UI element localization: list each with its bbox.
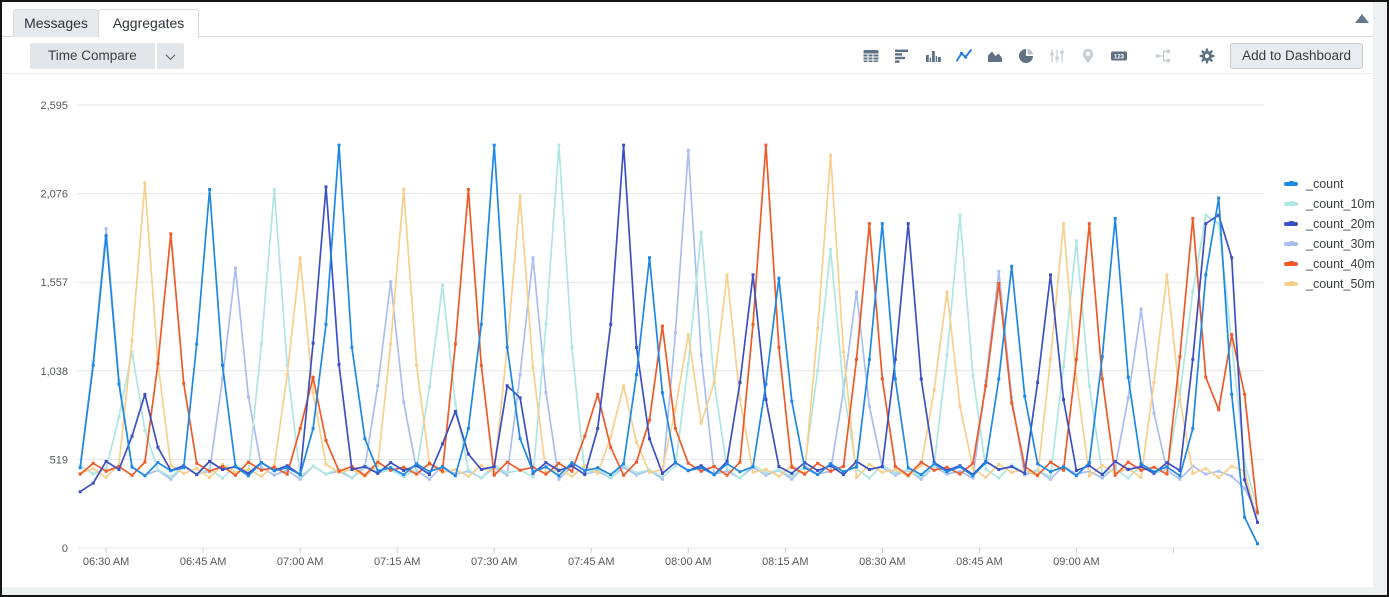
legend-label: _count	[1306, 177, 1344, 191]
legend-swatch	[1284, 241, 1298, 246]
tab-messages-label: Messages	[24, 15, 88, 31]
legend-item-_count_30m[interactable]: _count_30m	[1284, 234, 1375, 254]
legend-swatch	[1284, 181, 1298, 186]
chart-type-icon-row: 123 Add to Dashboard	[849, 42, 1363, 70]
legend-label: _count_50m	[1306, 277, 1375, 291]
tab-aggregates[interactable]: Aggregates	[98, 9, 199, 38]
table-icon[interactable]	[862, 47, 880, 65]
y-tick-label: 0	[62, 543, 68, 555]
svg-text:123: 123	[1114, 55, 1125, 61]
x-tick-label: 08:30 AM	[859, 556, 905, 568]
legend-item-_count_40m[interactable]: _count_40m	[1284, 254, 1375, 274]
flow-diagram-icon	[1154, 47, 1172, 65]
x-tick-label: 07:30 AM	[471, 556, 517, 568]
legend-swatch	[1284, 201, 1298, 206]
chevron-down-icon	[165, 49, 176, 60]
series-markers-_count	[78, 143, 1260, 546]
tab-aggregates-label: Aggregates	[112, 15, 185, 31]
sliders-icon	[1048, 47, 1066, 65]
chart-legend: _count _count_10m _count_20m _count_30m _cou…	[1284, 174, 1375, 294]
legend-item-_count_20m[interactable]: _count_20m	[1284, 214, 1375, 234]
series-line-_count_10m	[79, 144, 1259, 510]
legend-swatch	[1284, 261, 1298, 266]
x-tick-label: 08:15 AM	[762, 556, 808, 568]
legend-item-_count_10m[interactable]: _count_10m	[1284, 194, 1375, 214]
series-markers-_count_40m	[78, 143, 1260, 514]
results-panel: Messages Aggregates Time Compare 123 Add …	[2, 2, 1375, 587]
legend-label: _count_40m	[1306, 257, 1375, 271]
y-tick-label: 1,557	[40, 277, 68, 289]
y-tick-label: 2,595	[40, 100, 68, 112]
series-markers-_count_10m	[78, 143, 1260, 511]
time-compare-label: Time Compare	[30, 43, 155, 69]
legend-item-_count_50m[interactable]: _count_50m	[1284, 274, 1375, 294]
x-tick-label: 07:45 AM	[568, 556, 614, 568]
legend-label: _count_30m	[1306, 237, 1375, 251]
x-tick-label: 07:15 AM	[374, 556, 420, 568]
y-tick-label: 1,038	[40, 366, 68, 378]
x-tick-label: 08:45 AM	[956, 556, 1002, 568]
series-line-_count_50m	[79, 154, 1259, 524]
x-tick-label: 09:00 AM	[1053, 556, 1099, 568]
time-compare-button[interactable]: Time Compare	[30, 43, 184, 69]
aggregates-chart-region: 0 519 1,038 1,557 2,076 2,595 06:30 AM 06:45 AM…	[2, 75, 1375, 587]
area-chart-icon[interactable]	[986, 47, 1004, 65]
collapse-panel-arrow-icon[interactable]	[1355, 14, 1369, 23]
x-tick-label: 07:00 AM	[277, 556, 323, 568]
toolbar: Time Compare 123 Add to Dashboard	[2, 38, 1373, 74]
series-line-_count	[79, 144, 1259, 545]
legend-label: _count_10m	[1306, 197, 1375, 211]
add-to-dashboard-button[interactable]: Add to Dashboard	[1230, 43, 1363, 69]
horizontal-bar-chart-icon[interactable]	[893, 47, 911, 65]
series-markers-_count_30m	[78, 148, 1260, 516]
series-line-_count_40m	[79, 144, 1259, 514]
x-tick-label: 08:00 AM	[665, 556, 711, 568]
time-compare-dropdown-toggle[interactable]	[156, 43, 184, 69]
legend-item-_count[interactable]: _count	[1284, 174, 1375, 194]
legend-swatch	[1284, 221, 1298, 226]
tab-messages[interactable]: Messages	[13, 9, 99, 37]
single-value-123-icon[interactable]: 123	[1110, 47, 1128, 65]
x-tick-label: 06:45 AM	[180, 556, 226, 568]
line-chart-icon[interactable]	[955, 47, 973, 65]
pie-chart-icon[interactable]	[1017, 47, 1035, 65]
x-tick-label: 06:30 AM	[83, 556, 129, 568]
legend-label: _count_20m	[1306, 217, 1375, 231]
column-chart-icon[interactable]	[924, 47, 942, 65]
settings-gear-icon[interactable]	[1198, 47, 1216, 65]
series-line-_count_20m	[79, 144, 1259, 524]
legend-swatch	[1284, 281, 1298, 286]
y-tick-label: 519	[50, 454, 68, 466]
tab-bar: Messages Aggregates	[2, 2, 1373, 38]
map-pin-icon	[1079, 47, 1097, 65]
y-tick-label: 2,076	[40, 189, 68, 201]
chart-canvas: 0 519 1,038 1,557 2,076 2,595 06:30 AM 06:45 AM…	[40, 100, 1264, 568]
